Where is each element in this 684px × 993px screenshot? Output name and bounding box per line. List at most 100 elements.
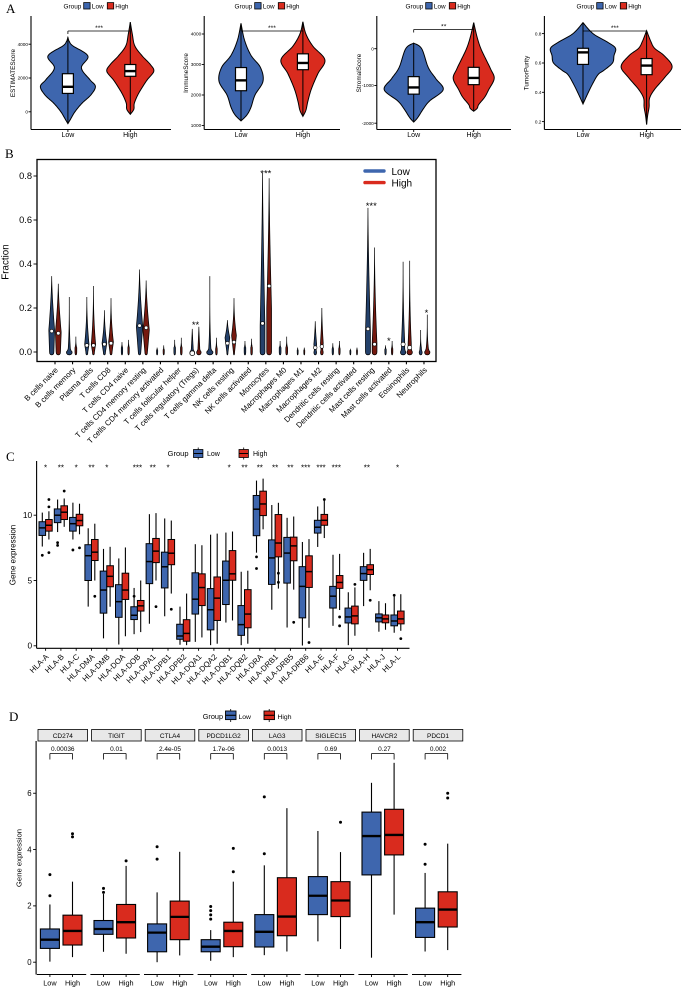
svg-text:-1000: -1000 [362, 83, 374, 88]
svg-text:High: High [115, 3, 129, 10]
svg-text:5: 5 [27, 575, 32, 585]
svg-text:0.27: 0.27 [378, 746, 391, 753]
svg-text:Gene expression: Gene expression [15, 829, 24, 887]
svg-text:Group: Group [406, 3, 424, 10]
svg-text:Group: Group [235, 3, 253, 10]
svg-text:0: 0 [25, 110, 28, 115]
svg-text:*: * [425, 308, 429, 319]
svg-text:Low: Low [263, 3, 275, 10]
svg-text:Low: Low [207, 451, 221, 458]
svg-text:0: 0 [27, 958, 32, 967]
svg-text:SIGLEC15: SIGLEC15 [315, 733, 346, 740]
svg-text:-2000: -2000 [362, 121, 374, 126]
svg-text:TumorPurity: TumorPurity [523, 55, 530, 90]
svg-text:**: ** [364, 464, 370, 473]
svg-text:**: ** [150, 464, 156, 473]
svg-text:***: *** [316, 464, 325, 473]
svg-text:Group: Group [168, 449, 189, 458]
svg-text:3000: 3000 [191, 62, 202, 67]
svg-text:A: A [6, 1, 16, 16]
svg-text:***: *** [332, 464, 341, 473]
svg-text:PDCD1: PDCD1 [427, 733, 449, 740]
svg-text:PDCD1LG2: PDCD1LG2 [206, 733, 241, 740]
svg-text:2000: 2000 [18, 76, 29, 81]
svg-text:Low: Low [605, 3, 617, 10]
svg-text:**: ** [441, 24, 447, 31]
svg-text:**: ** [88, 464, 94, 473]
svg-text:D: D [9, 709, 18, 724]
svg-text:LAG3: LAG3 [269, 733, 286, 740]
svg-text:Low: Low [150, 979, 164, 988]
svg-text:**: ** [192, 320, 200, 331]
svg-text:High: High [392, 178, 413, 189]
svg-text:Group: Group [577, 3, 595, 10]
svg-text:CD274: CD274 [53, 733, 74, 740]
svg-text:High: High [286, 3, 300, 10]
svg-text:High: High [466, 132, 481, 139]
svg-text:**: ** [287, 464, 293, 473]
svg-text:0.6: 0.6 [535, 61, 542, 66]
svg-text:0.6: 0.6 [19, 215, 32, 225]
svg-text:*: * [396, 464, 399, 473]
svg-text:Low: Low [418, 979, 432, 988]
svg-text:0.0: 0.0 [19, 347, 32, 357]
svg-text:***: *** [95, 25, 103, 32]
svg-text:4000: 4000 [18, 42, 29, 47]
svg-text:0: 0 [371, 46, 374, 51]
svg-text:***: *** [366, 201, 377, 212]
svg-text:Gene expression: Gene expression [9, 525, 18, 585]
svg-text:Low: Low [434, 3, 446, 10]
svg-text:Low: Low [392, 167, 411, 178]
svg-text:*: * [105, 464, 108, 473]
svg-text:*: * [387, 336, 391, 347]
svg-text:0.2: 0.2 [19, 303, 32, 313]
svg-text:0.2: 0.2 [535, 119, 542, 124]
svg-text:High: High [440, 979, 455, 988]
svg-text:Fraction: Fraction [1, 244, 12, 279]
svg-text:Low: Low [92, 3, 104, 10]
svg-text:**: ** [257, 464, 263, 473]
svg-text:ESTIMATEScore: ESTIMATEScore [10, 48, 17, 97]
svg-text:B: B [5, 146, 14, 161]
svg-text:TIGIT: TIGIT [108, 733, 125, 740]
svg-text:2000: 2000 [191, 93, 202, 98]
svg-text:Low: Low [204, 979, 218, 988]
svg-text:***: *** [268, 25, 276, 32]
svg-text:0.0013: 0.0013 [267, 746, 287, 753]
svg-text:Low: Low [43, 979, 57, 988]
svg-text:10: 10 [23, 510, 33, 520]
svg-text:HAVCR2: HAVCR2 [371, 733, 397, 740]
svg-text:*: * [44, 464, 47, 473]
svg-text:*: * [228, 464, 231, 473]
svg-text:High: High [639, 132, 654, 139]
svg-text:Low: Low [235, 132, 249, 139]
svg-text:ImmuneScore: ImmuneScore [183, 53, 190, 93]
svg-text:0.002: 0.002 [430, 746, 447, 753]
svg-text:***: *** [611, 25, 619, 32]
svg-text:0.8: 0.8 [19, 171, 32, 181]
svg-text:Group: Group [64, 3, 82, 10]
svg-text:0.69: 0.69 [324, 746, 337, 753]
svg-text:**: ** [272, 464, 278, 473]
svg-text:4000: 4000 [191, 32, 202, 37]
svg-text:0.8: 0.8 [535, 31, 542, 36]
svg-text:C: C [6, 449, 15, 464]
svg-text:High: High [457, 3, 471, 10]
svg-text:Low: Low [577, 132, 591, 139]
svg-text:High: High [253, 451, 268, 458]
svg-text:StromalScore: StromalScore [356, 53, 363, 92]
svg-text:High: High [123, 132, 138, 139]
svg-text:***: *** [133, 464, 142, 473]
svg-text:High: High [65, 979, 80, 988]
svg-text:1000: 1000 [191, 123, 202, 128]
svg-text:Low: Low [239, 714, 252, 721]
svg-text:*: * [75, 464, 78, 473]
svg-text:High: High [279, 979, 294, 988]
svg-text:2.4e-05: 2.4e-05 [159, 746, 181, 753]
svg-text:High: High [387, 979, 402, 988]
svg-text:4: 4 [27, 845, 32, 854]
svg-text:*: * [166, 464, 169, 473]
svg-text:***: *** [260, 169, 271, 180]
svg-text:CTLA4: CTLA4 [160, 733, 181, 740]
svg-text:Low: Low [97, 979, 111, 988]
